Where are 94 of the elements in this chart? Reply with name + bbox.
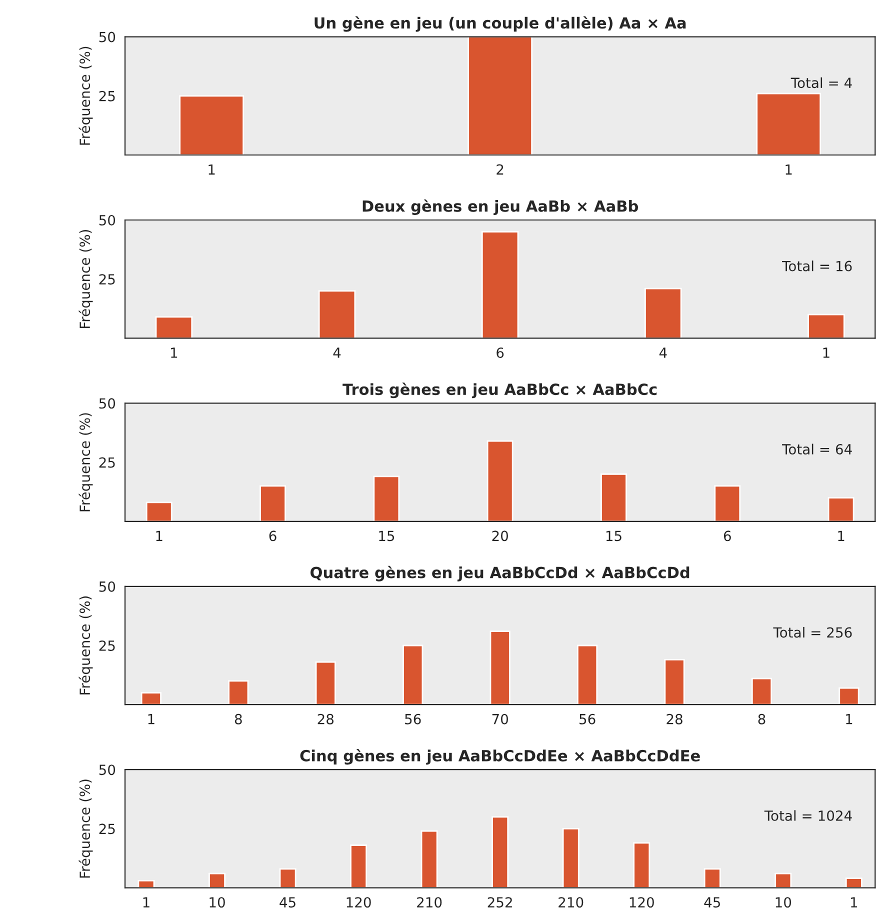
x-tick-label: 1	[846, 714, 852, 724]
x-tick-label: 56	[405, 714, 421, 724]
bar	[492, 816, 509, 888]
x-tick-label: 20	[492, 530, 508, 542]
annotation: Total = 16	[782, 260, 852, 272]
chart-title: Quatre gènes en jeu AaBbCcDd × AaBbCcDd	[310, 566, 690, 582]
bar	[808, 314, 845, 338]
bar	[774, 872, 792, 888]
bar	[420, 830, 438, 888]
x-tick-label: 15	[606, 530, 622, 542]
bar	[490, 630, 510, 705]
bar	[140, 692, 162, 705]
bar	[260, 485, 286, 522]
bar	[481, 231, 519, 338]
x-tick-label: 1	[156, 530, 162, 541]
bar	[828, 497, 854, 522]
y-tick-label: 25	[99, 90, 115, 102]
y-axis-title: Fréquence (%)	[78, 780, 93, 878]
bar	[577, 644, 598, 705]
bar	[179, 95, 244, 155]
x-tick-label: 15	[379, 530, 394, 542]
x-tick-label: 10	[776, 897, 792, 908]
x-tick-label: 1	[786, 164, 792, 175]
x-tick-label: 1	[823, 348, 830, 358]
bar	[228, 680, 249, 705]
bar	[664, 658, 685, 705]
y-tick-label: 50	[99, 398, 116, 409]
y-tick-label: 50	[99, 32, 116, 42]
x-tick-label: 1	[208, 164, 215, 175]
x-tick-label: 45	[704, 897, 720, 908]
annotation: Total = 64	[782, 444, 852, 455]
bar	[155, 316, 193, 338]
bar	[208, 872, 226, 888]
x-tick-label: 1	[838, 530, 844, 541]
x-tick-label: 210	[417, 897, 442, 908]
bar	[756, 92, 822, 155]
x-tick-label: 8	[234, 714, 242, 724]
bar	[600, 473, 627, 522]
chart-title: Deux gènes en jeu AaBb × AaBb	[362, 199, 638, 215]
x-tick-label: 210	[558, 897, 584, 908]
bar	[562, 828, 580, 888]
x-tick-label: 4	[333, 348, 341, 358]
x-tick-label: 6	[724, 530, 731, 542]
x-tick-label: 1	[851, 897, 858, 908]
annotation: Total = 1024	[764, 810, 852, 821]
y-axis-title: Fréquence (%)	[78, 413, 93, 512]
bar	[486, 440, 514, 522]
x-tick-label: 2	[496, 164, 504, 175]
y-tick-label: 50	[99, 214, 116, 226]
y-tick-label: 25	[99, 457, 115, 468]
x-tick-label: 1	[143, 897, 150, 908]
x-tick-label: 28	[318, 714, 334, 724]
bar	[146, 502, 172, 522]
chart-title: Un gène en jeu (un couple d'allèle) Aa × Aa	[314, 16, 686, 32]
x-tick-label: 4	[659, 348, 667, 358]
x-tick-label: 120	[346, 897, 371, 908]
x-tick-label: 252	[488, 897, 512, 908]
x-tick-label: 6	[269, 530, 276, 542]
x-tick-label: 120	[630, 897, 654, 908]
bar	[704, 868, 721, 888]
x-tick-label: 70	[492, 714, 508, 724]
bar	[751, 678, 772, 705]
x-tick-label: 10	[210, 897, 225, 908]
bar	[714, 485, 741, 522]
x-tick-label: 6	[496, 347, 504, 358]
annotation: Total = 256	[773, 626, 852, 638]
chart-title: Cinq gènes en jeu AaBbCcDdEe × AaBbCcDdEe	[300, 749, 700, 765]
bar	[468, 36, 533, 155]
x-tick-label: 56	[580, 714, 596, 724]
x-tick-label: 1	[148, 714, 154, 724]
y-tick-label: 25	[99, 824, 115, 834]
x-tick-label: 28	[666, 714, 682, 724]
bar	[373, 476, 400, 522]
bar	[318, 290, 356, 338]
bar	[838, 687, 860, 705]
x-tick-label: 45	[280, 897, 296, 908]
y-tick-label: 50	[99, 764, 116, 776]
y-axis-title: Fréquence (%)	[78, 596, 93, 694]
bar	[633, 842, 650, 888]
bar	[644, 288, 682, 338]
annotation: Total = 4	[790, 77, 852, 88]
bar	[279, 868, 296, 888]
x-tick-label: 8	[758, 714, 766, 724]
chart-title: Trois gènes en jeu AaBbCc × AaBbCc	[342, 382, 657, 398]
bar	[845, 878, 862, 888]
y-tick-label: 25	[99, 640, 115, 651]
y-axis-title: Fréquence (%)	[78, 230, 93, 328]
y-axis-title: Fréquence (%)	[78, 46, 93, 145]
bar	[350, 844, 368, 888]
x-tick-label: 1	[171, 348, 178, 358]
y-tick-label: 50	[99, 581, 116, 592]
y-tick-label: 25	[99, 274, 115, 285]
bar	[315, 661, 336, 705]
bar	[402, 644, 424, 705]
